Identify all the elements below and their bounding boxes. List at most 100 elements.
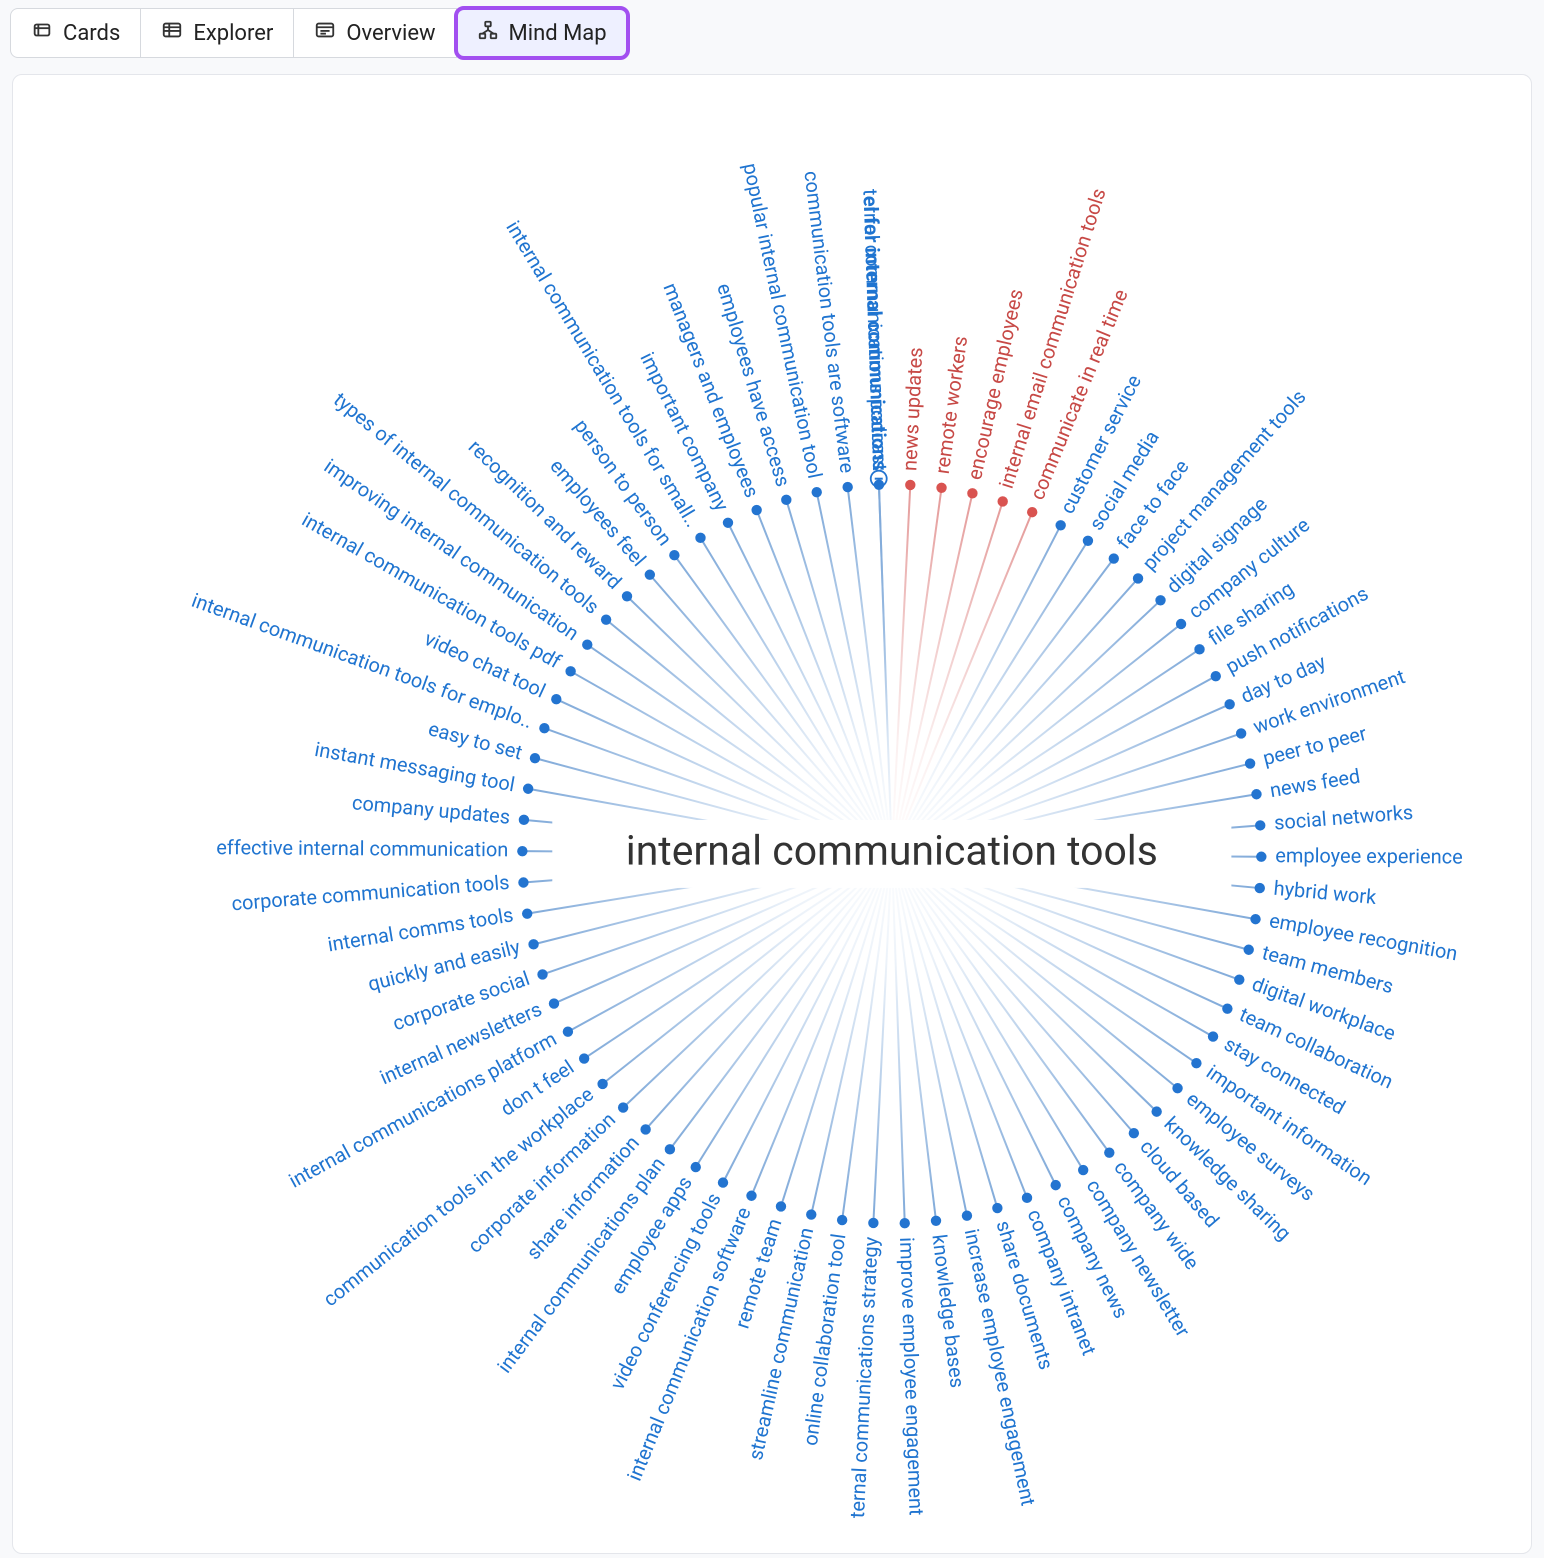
mindmap-node-dot[interactable] <box>517 846 527 856</box>
mindmap-spoke <box>786 500 892 854</box>
mindmap-node-dot[interactable] <box>618 1102 628 1112</box>
mindmap-node-dot[interactable] <box>622 591 632 601</box>
mindmap-node-dot[interactable] <box>812 487 822 497</box>
mindmap-node-label[interactable]: company updates <box>351 790 511 829</box>
mindmap-node-dot[interactable] <box>1245 758 1255 768</box>
mindmap-node-dot[interactable] <box>579 1053 589 1063</box>
mindmap-node-dot[interactable] <box>751 505 761 515</box>
mindmap-node-dot[interactable] <box>640 1124 650 1134</box>
mindmap-node-dot[interactable] <box>523 784 533 794</box>
mindmap-spoke <box>646 854 892 1130</box>
mindmap-node-dot[interactable] <box>1224 699 1234 709</box>
mindmap-node-dot[interactable] <box>1109 553 1119 563</box>
mindmap-node-dot[interactable] <box>1244 945 1254 955</box>
mindmap-node-label[interactable]: news updates <box>897 347 927 472</box>
mindmap-node-dot[interactable] <box>563 1027 573 1037</box>
mindmap-node-dot[interactable] <box>776 1201 786 1211</box>
mindmap-node-dot[interactable] <box>1051 1180 1061 1190</box>
mindmap-node-label[interactable]: employee experience <box>1275 843 1463 868</box>
mindmap-node-dot[interactable] <box>1256 852 1266 862</box>
mindmap-node-dot[interactable] <box>1172 1083 1182 1093</box>
mindmap-node-dot[interactable] <box>537 969 547 979</box>
mindmap-node-dot[interactable] <box>551 694 561 704</box>
mindmap-canvas[interactable]: el for internal communicationsnews updat… <box>12 74 1532 1554</box>
mindmap-node-dot[interactable] <box>1194 644 1204 654</box>
mindmap-node-dot[interactable] <box>962 1211 972 1221</box>
mindmap-node-dot[interactable] <box>746 1191 756 1201</box>
mindmap-node-label[interactable]: remote workers <box>930 334 972 475</box>
mindmap-node-dot[interactable] <box>1255 820 1265 830</box>
mindmap-node-label[interactable]: improve employee engagement <box>895 1237 929 1516</box>
mindmap-center-label[interactable]: internal communication tools <box>626 827 1158 875</box>
mindmap-node-dot[interactable] <box>936 483 946 493</box>
mindmap-node-dot[interactable] <box>1055 520 1065 530</box>
mindmap-node-label[interactable]: ternal communications strategy <box>845 1236 883 1519</box>
mindmap-node-dot[interactable] <box>718 1177 728 1187</box>
mindmap-node-dot[interactable] <box>1022 1193 1032 1203</box>
mindmap-spoke <box>892 578 1138 854</box>
mindmap-node-dot[interactable] <box>1155 595 1165 605</box>
mindmap-node-dot[interactable] <box>1027 507 1037 517</box>
mindmap-node-dot[interactable] <box>1083 536 1093 546</box>
mindmap-node-dot[interactable] <box>549 998 559 1008</box>
mindmap-node-dot[interactable] <box>669 550 679 560</box>
mindmap-node-dot[interactable] <box>967 488 977 498</box>
mindmap-node-dot[interactable] <box>842 482 852 492</box>
mindmap-node-dot[interactable] <box>519 815 529 825</box>
mindmap-node-dot[interactable] <box>1251 789 1261 799</box>
mindmap-node-dot[interactable] <box>518 877 528 887</box>
mindmap-node-dot[interactable] <box>868 1218 878 1228</box>
tab-mindmap[interactable]: Mind Map <box>456 8 628 58</box>
mindmap-spoke <box>892 854 998 1208</box>
mindmap-node-dot[interactable] <box>1129 1128 1139 1138</box>
mindmap-node-dot[interactable] <box>1191 1058 1201 1068</box>
tab-cards[interactable]: Cards <box>10 8 141 58</box>
explorer-icon <box>161 19 183 47</box>
mindmap-node-dot[interactable] <box>874 479 884 489</box>
mindmap-node-dot[interactable] <box>900 1218 910 1228</box>
mindmap-node-dot[interactable] <box>1236 728 1246 738</box>
cards-icon <box>31 19 53 47</box>
mindmap-node-dot[interactable] <box>601 614 611 624</box>
mindmap-node-dot[interactable] <box>665 1144 675 1154</box>
mindmap-node-dot[interactable] <box>645 570 655 580</box>
mindmap-node-dot[interactable] <box>992 1203 1002 1213</box>
mindmap-node-dot[interactable] <box>691 1162 701 1172</box>
mindmap-node-dot[interactable] <box>1222 1003 1232 1013</box>
mindmap-node-dot[interactable] <box>528 939 538 949</box>
mindmap-node-label[interactable]: hybrid work <box>1273 876 1378 909</box>
mindmap-node-label[interactable]: ternal communications podcast <box>858 189 892 471</box>
overview-icon <box>314 19 336 47</box>
mindmap-node-label[interactable]: knowledge bases <box>927 1233 969 1389</box>
mindmap-node-dot[interactable] <box>522 908 532 918</box>
mindmap-node-dot[interactable] <box>806 1209 816 1219</box>
mindmap-node-dot[interactable] <box>539 723 549 733</box>
mindmap-node-dot[interactable] <box>695 533 705 543</box>
mindmap-node-label[interactable]: social networks <box>1273 800 1414 835</box>
tab-explorer[interactable]: Explorer <box>140 8 294 58</box>
mindmap-node-dot[interactable] <box>1255 883 1265 893</box>
mindmap-node-dot[interactable] <box>582 640 592 650</box>
mindmap-node-dot[interactable] <box>1151 1106 1161 1116</box>
mindmap-node-dot[interactable] <box>723 518 733 528</box>
mindmap-node-dot[interactable] <box>530 753 540 763</box>
mindmap-node-dot[interactable] <box>1104 1147 1114 1157</box>
mindmap-node-dot[interactable] <box>837 1215 847 1225</box>
mindmap-node-dot[interactable] <box>1133 573 1143 583</box>
mindmap-node-label[interactable]: effective internal communication <box>216 835 508 861</box>
mindmap-node-dot[interactable] <box>931 1216 941 1226</box>
tab-label: Explorer <box>193 21 273 46</box>
mindmap-node-dot[interactable] <box>1078 1165 1088 1175</box>
mindmap-node-dot[interactable] <box>781 495 791 505</box>
mindmap-node-dot[interactable] <box>597 1079 607 1089</box>
mindmap-node-dot[interactable] <box>905 480 915 490</box>
mindmap-node-dot[interactable] <box>1250 914 1260 924</box>
mindmap-node-dot[interactable] <box>1208 1031 1218 1041</box>
mindmap-node-dot[interactable] <box>565 666 575 676</box>
mindmap-node-dot[interactable] <box>1211 671 1221 681</box>
tab-overview[interactable]: Overview <box>293 8 456 58</box>
mindmap-node-dot[interactable] <box>1176 619 1186 629</box>
mindmap-node-label[interactable]: news feed <box>1268 764 1362 802</box>
mindmap-node-dot[interactable] <box>1234 974 1244 984</box>
mindmap-node-dot[interactable] <box>998 496 1008 506</box>
